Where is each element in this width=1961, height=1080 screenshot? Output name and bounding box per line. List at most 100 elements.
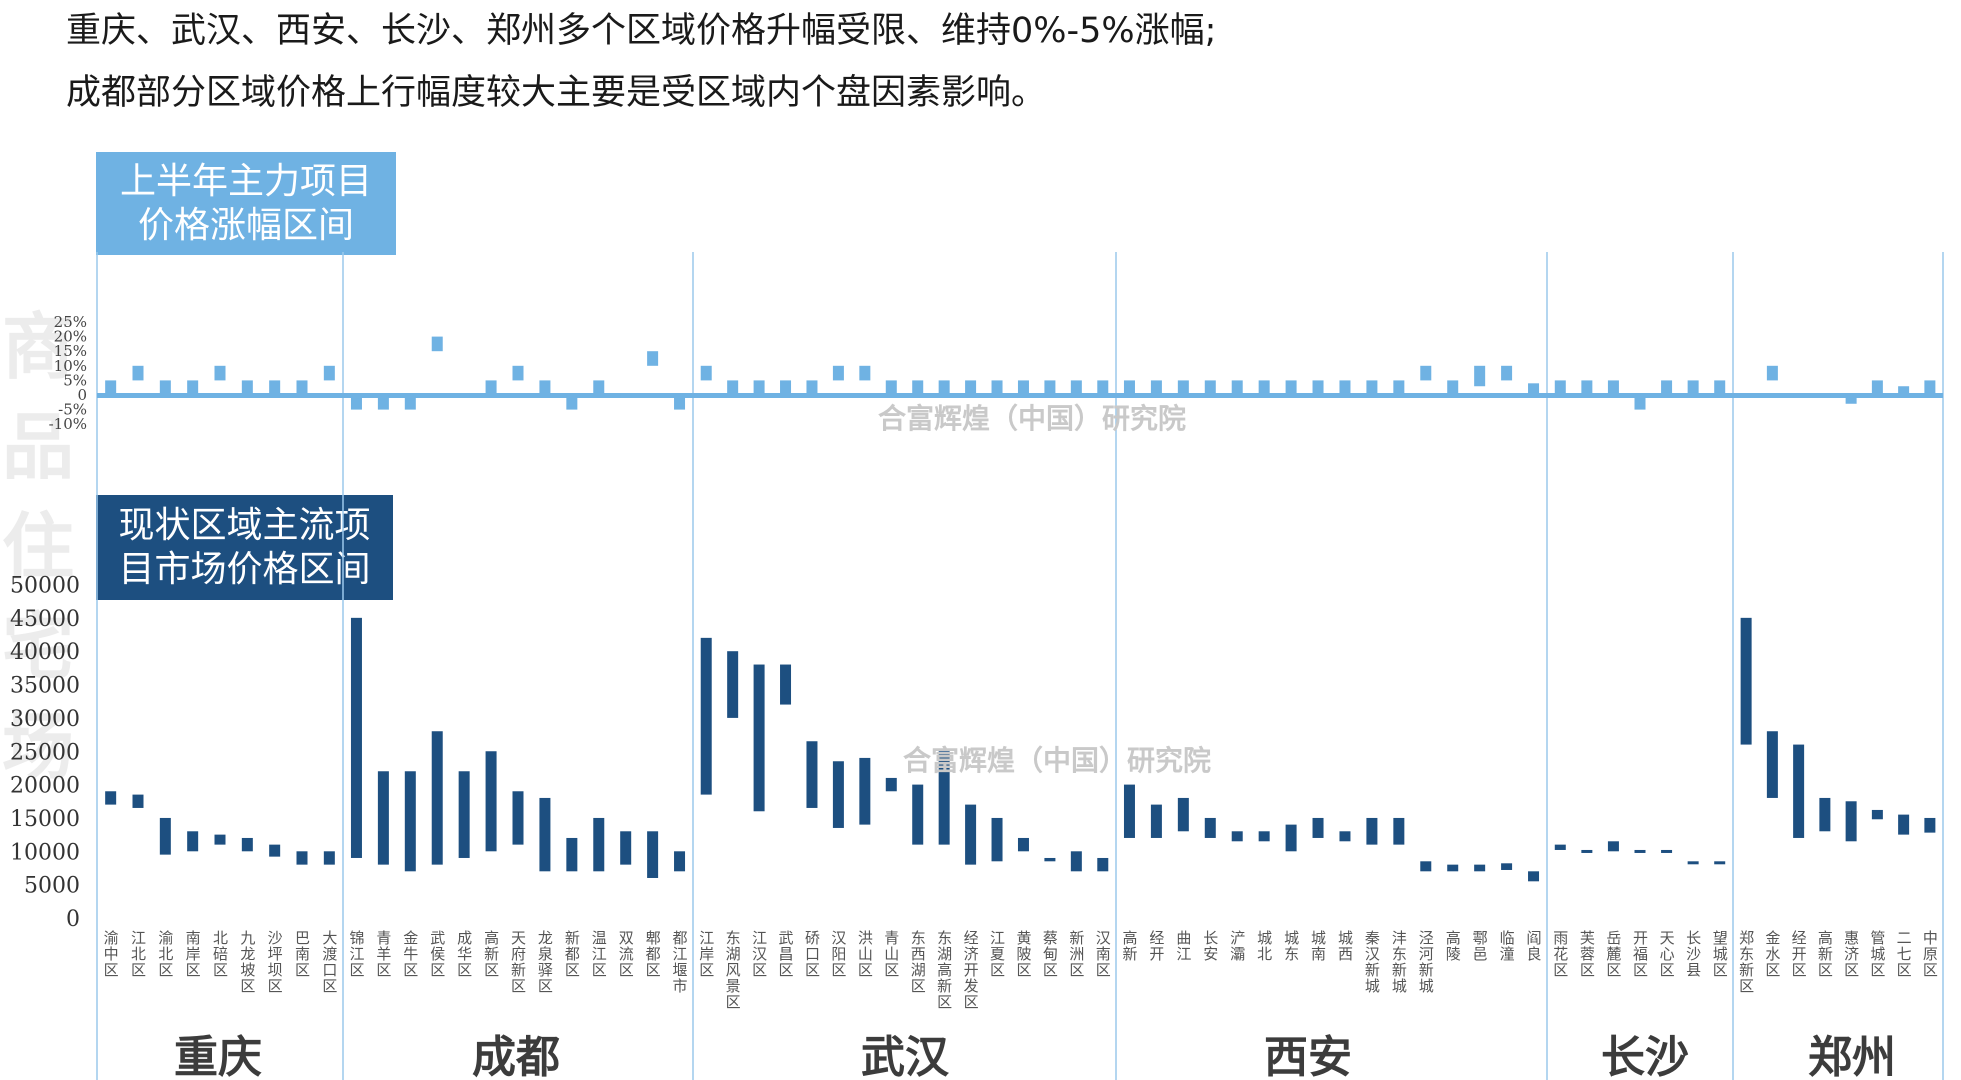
price-range-bar xyxy=(1097,857,1109,872)
growth-range-bar xyxy=(1634,395,1646,410)
district-label: 中原区 xyxy=(1921,930,1939,978)
price-range-bar xyxy=(965,804,977,865)
district-label: 新都区 xyxy=(563,930,581,978)
price-range-bar xyxy=(593,817,605,872)
price-range-bar xyxy=(159,817,171,855)
growth-range-bar xyxy=(1924,380,1936,395)
city-label: 成都 xyxy=(472,1032,560,1080)
headline-line-1: 重庆、武汉、西安、长沙、郑州多个区域价格升幅受限、维持0%-5%涨幅; xyxy=(66,11,1217,51)
growth-range-bar xyxy=(780,380,792,395)
price-y-tick-label: 15000 xyxy=(10,807,80,832)
side-watermark-char: 品 xyxy=(2,405,74,489)
district-label: 经开 xyxy=(1147,930,1165,962)
growth-range-bar xyxy=(1285,380,1297,395)
district-label: 汉阳区 xyxy=(829,930,847,978)
price-range-bar xyxy=(1312,817,1324,838)
growth-range-bar xyxy=(241,380,253,395)
district-label: 芙蓉区 xyxy=(1578,930,1596,978)
growth-range-bar xyxy=(1044,380,1056,395)
district-label: 都江堰市 xyxy=(671,930,689,994)
growth-range-bar xyxy=(727,380,739,395)
price-range-bar xyxy=(1714,861,1726,865)
growth-range-bar xyxy=(1845,395,1857,404)
growth-range-bar xyxy=(593,380,605,395)
price-range-bar xyxy=(1123,784,1135,838)
growth-range-bar xyxy=(377,395,389,410)
growth-range-bar xyxy=(620,395,632,398)
price-y-tick-label: 10000 xyxy=(10,840,80,865)
price-y-tick-label: 35000 xyxy=(10,674,80,699)
growth-range-bar xyxy=(1447,380,1459,395)
price-y-tick-label: 0 xyxy=(66,907,80,932)
growth-range-bar xyxy=(214,365,226,381)
price-range-bar xyxy=(1150,804,1162,838)
price-range-bar xyxy=(404,771,416,872)
price-range-bar xyxy=(1420,861,1432,872)
district-label: 郫都区 xyxy=(644,930,662,978)
growth-y-tick-label: 0 xyxy=(77,386,87,404)
price-range-bar xyxy=(512,791,524,845)
district-label: 秦汉新城 xyxy=(1363,930,1381,994)
price-range-bar xyxy=(806,741,818,808)
growth-range-bar xyxy=(1393,380,1405,395)
growth-range-bar xyxy=(1017,380,1029,395)
district-label: 南岸区 xyxy=(184,930,202,978)
price-range-bar xyxy=(647,831,659,878)
growth-range-bar xyxy=(1070,380,1082,395)
growth-range-bar xyxy=(269,380,281,395)
district-label: 沣东新城 xyxy=(1390,930,1408,994)
price-range-bar xyxy=(1339,831,1351,842)
growth-range-bar xyxy=(647,351,659,366)
growth-range-bar xyxy=(404,395,416,410)
price-y-tick-label: 30000 xyxy=(10,707,80,732)
price-range-bar xyxy=(1231,831,1243,842)
price-range-bar xyxy=(1819,797,1831,832)
district-label: 城北 xyxy=(1255,930,1273,962)
price-range-bar xyxy=(350,617,362,858)
growth-range-bar xyxy=(1474,365,1486,387)
price-range-bar xyxy=(885,777,897,792)
district-label: 金水区 xyxy=(1763,930,1781,978)
district-label: 锦江区 xyxy=(347,930,365,978)
growth-range-bar xyxy=(1204,380,1216,395)
district-label: 成华区 xyxy=(455,930,473,978)
price-range-bar xyxy=(1766,731,1778,798)
district-label: 硚口区 xyxy=(803,930,821,978)
growth-range-bar xyxy=(323,365,335,381)
price-range-bar xyxy=(1204,817,1216,838)
district-label: 温江区 xyxy=(590,930,608,978)
district-label: 蔡甸区 xyxy=(1041,930,1059,978)
price-growth-badge-line-2: 价格涨幅区间 xyxy=(137,204,354,246)
growth-range-bar xyxy=(296,380,308,395)
growth-range-bar xyxy=(938,380,950,395)
district-label: 开福区 xyxy=(1631,930,1649,978)
district-label: 城南 xyxy=(1309,930,1327,962)
growth-y-tick-label: 20% xyxy=(54,328,87,346)
price-range-bar xyxy=(1393,817,1405,845)
price-range-bar xyxy=(485,751,497,852)
price-range-bar xyxy=(753,664,765,812)
price-range-bar xyxy=(1740,617,1752,745)
district-label: 天府新区 xyxy=(509,930,527,994)
price-range-bar xyxy=(1366,817,1378,845)
district-label: 经开区 xyxy=(1790,930,1808,978)
price-range-bar xyxy=(1871,809,1883,820)
price-range-bar xyxy=(187,831,199,852)
side-watermark-char: 住 xyxy=(2,505,74,589)
growth-range-bar xyxy=(1871,380,1883,395)
price-range-bar xyxy=(1898,814,1910,835)
city-label: 重庆 xyxy=(174,1032,262,1080)
growth-range-bar xyxy=(806,380,818,395)
price-range-bar xyxy=(539,797,551,872)
district-label: 浐灞 xyxy=(1228,930,1246,962)
growth-range-bar xyxy=(1177,380,1189,395)
district-label: 岳麓区 xyxy=(1604,930,1622,978)
growth-range-bar xyxy=(1740,395,1752,398)
district-label: 郑东新区 xyxy=(1737,930,1755,994)
district-label: 经济开发区 xyxy=(962,930,980,1010)
price-range-bar xyxy=(1793,744,1805,838)
price-range-bar xyxy=(832,761,844,828)
price-range-bar xyxy=(214,834,226,845)
price-range-bar xyxy=(241,837,253,852)
